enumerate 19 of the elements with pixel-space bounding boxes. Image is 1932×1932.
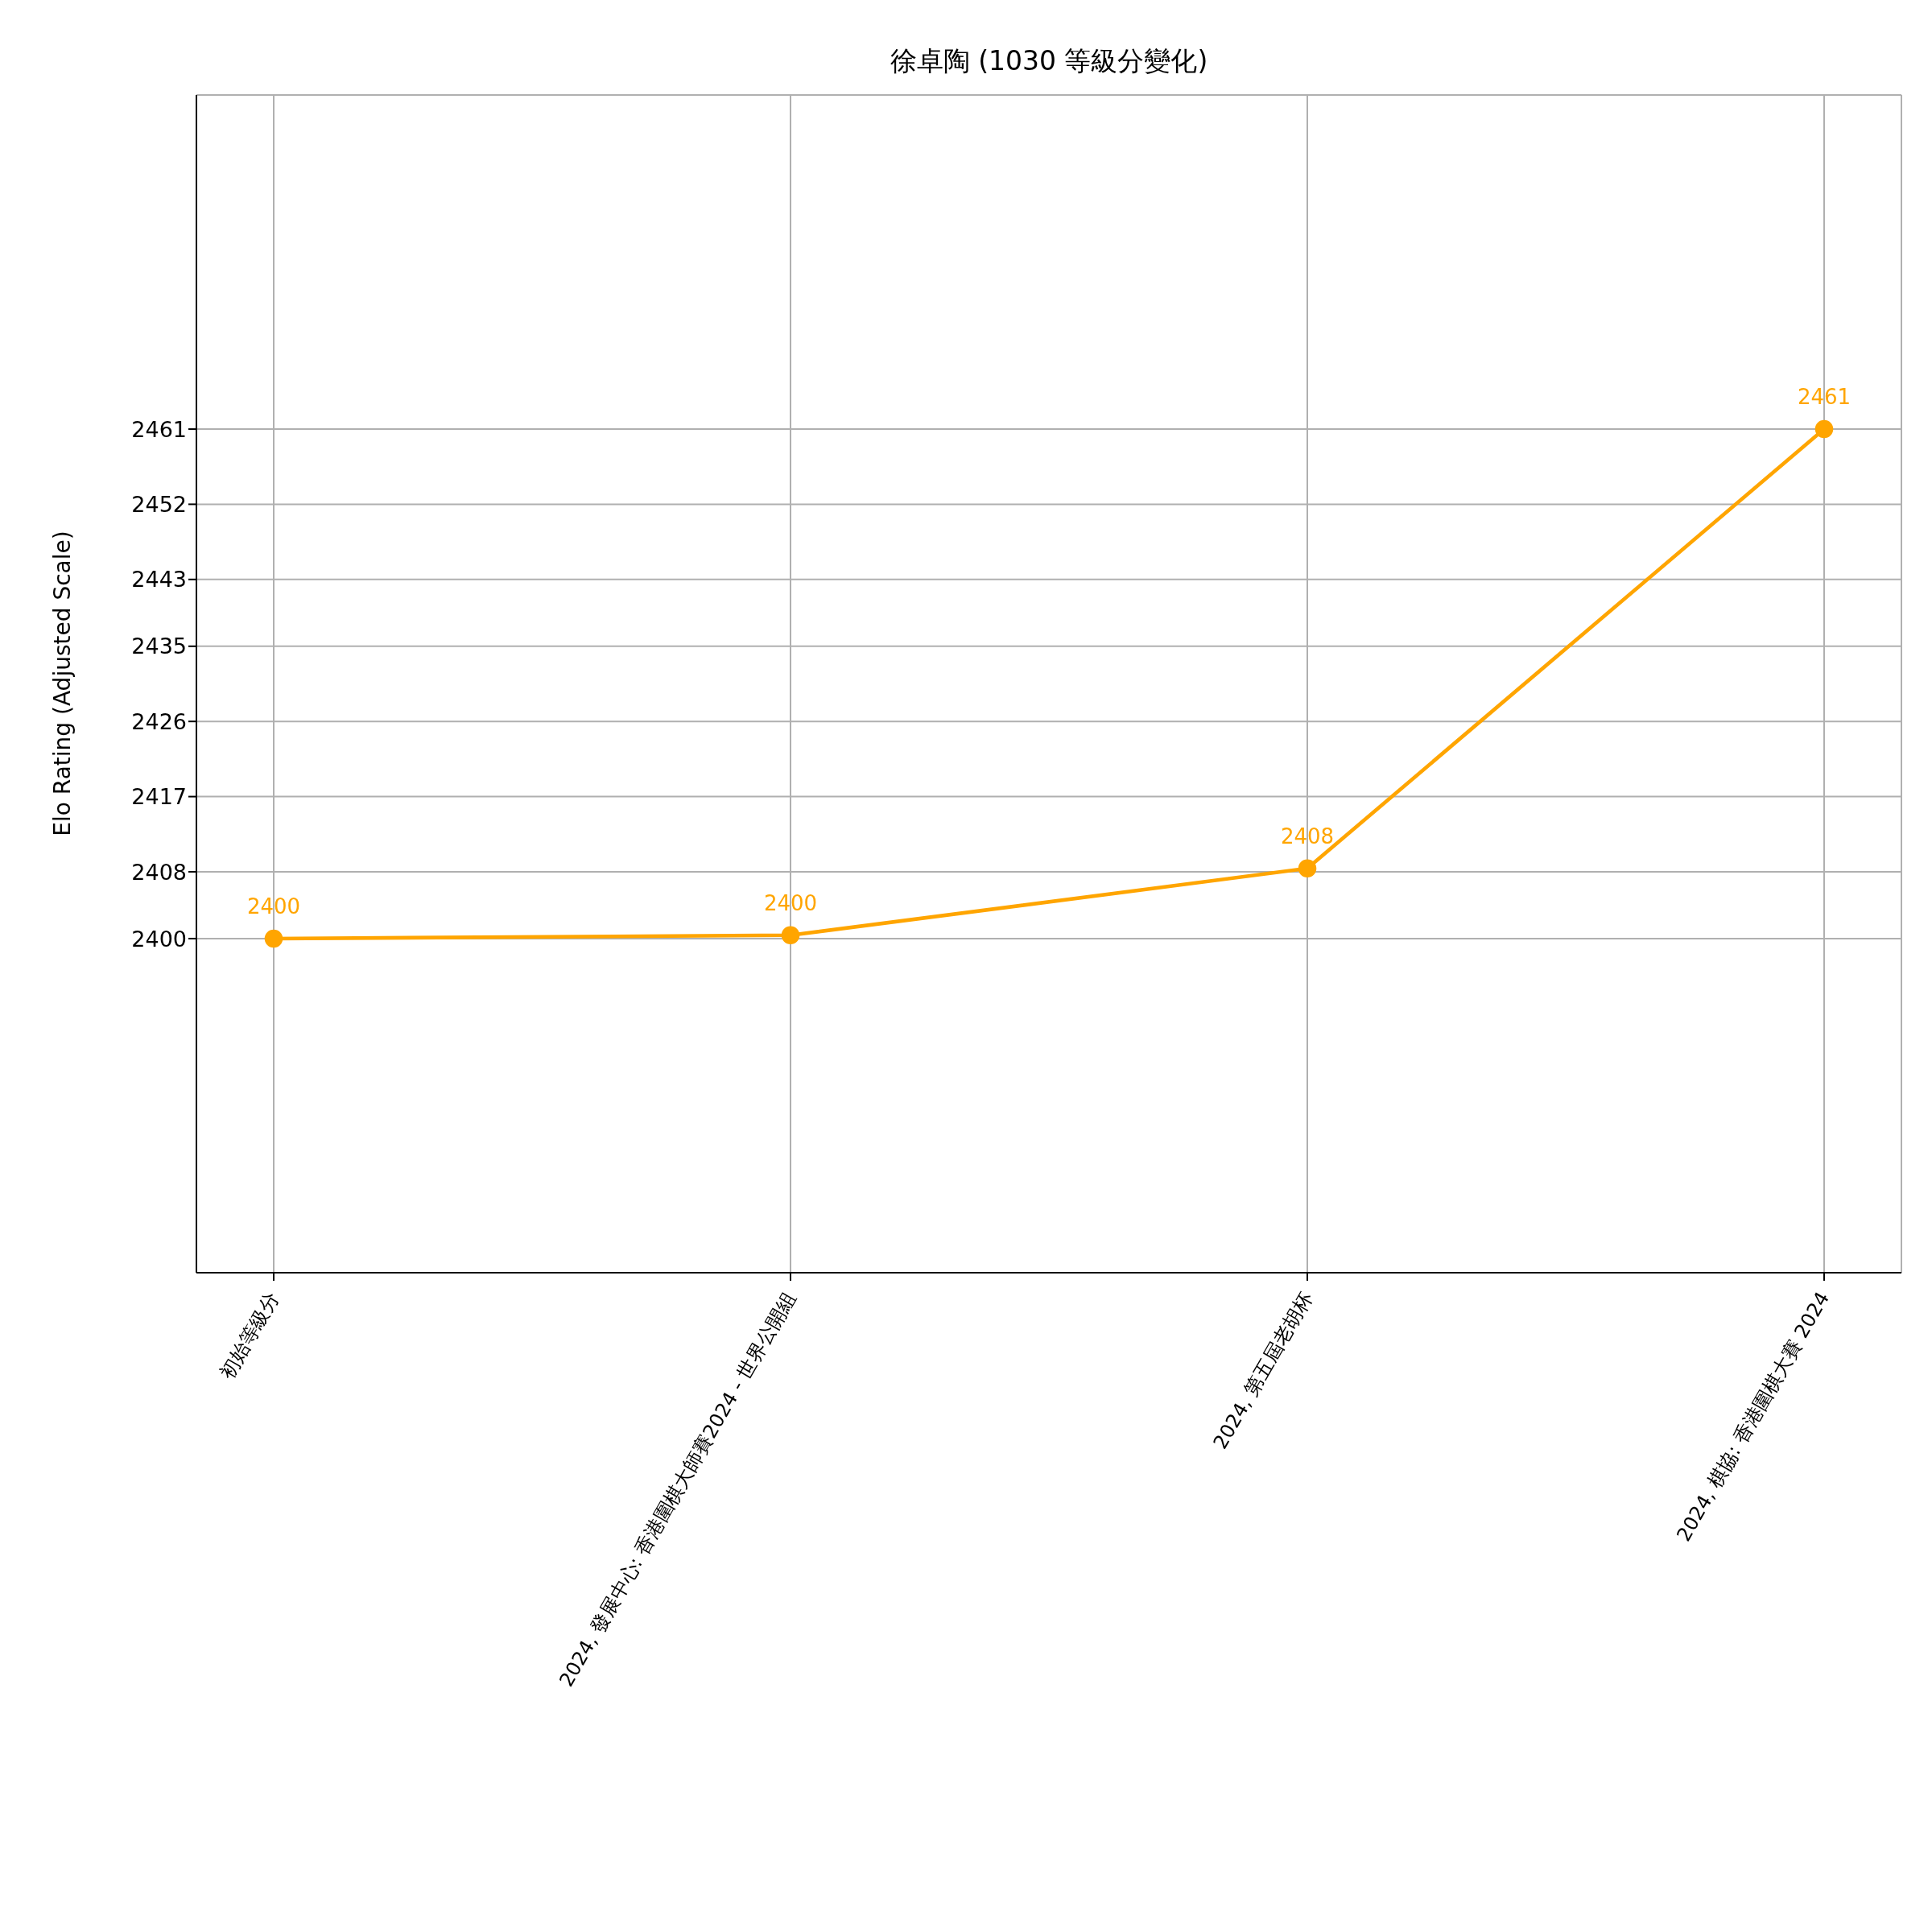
y-axis-title: Elo Rating (Adjusted Scale)	[48, 530, 76, 836]
y-tick-label: 2400	[131, 926, 187, 952]
point	[1814, 419, 1834, 439]
y-tick-label: 2461	[131, 416, 187, 442]
y-tick-label: 2426	[131, 708, 187, 734]
y-tick-label: 2417	[131, 784, 187, 810]
x-tick-label: 初始等級分	[215, 1288, 284, 1383]
point	[264, 929, 283, 948]
data-label: 2400	[246, 894, 301, 919]
data-label: 2408	[1280, 824, 1335, 848]
data-label: 2461	[1797, 385, 1852, 410]
y-tick-label: 2443	[131, 567, 187, 592]
chart-title: 徐卓陶 (1030 等級分變化)	[889, 44, 1209, 78]
data-label: 2400	[763, 890, 818, 915]
y-tick-label: 2408	[131, 859, 187, 885]
y-tick-label: 2452	[131, 492, 187, 517]
point	[781, 926, 800, 945]
point	[1298, 859, 1317, 878]
y-tick-label: 2435	[131, 634, 187, 659]
